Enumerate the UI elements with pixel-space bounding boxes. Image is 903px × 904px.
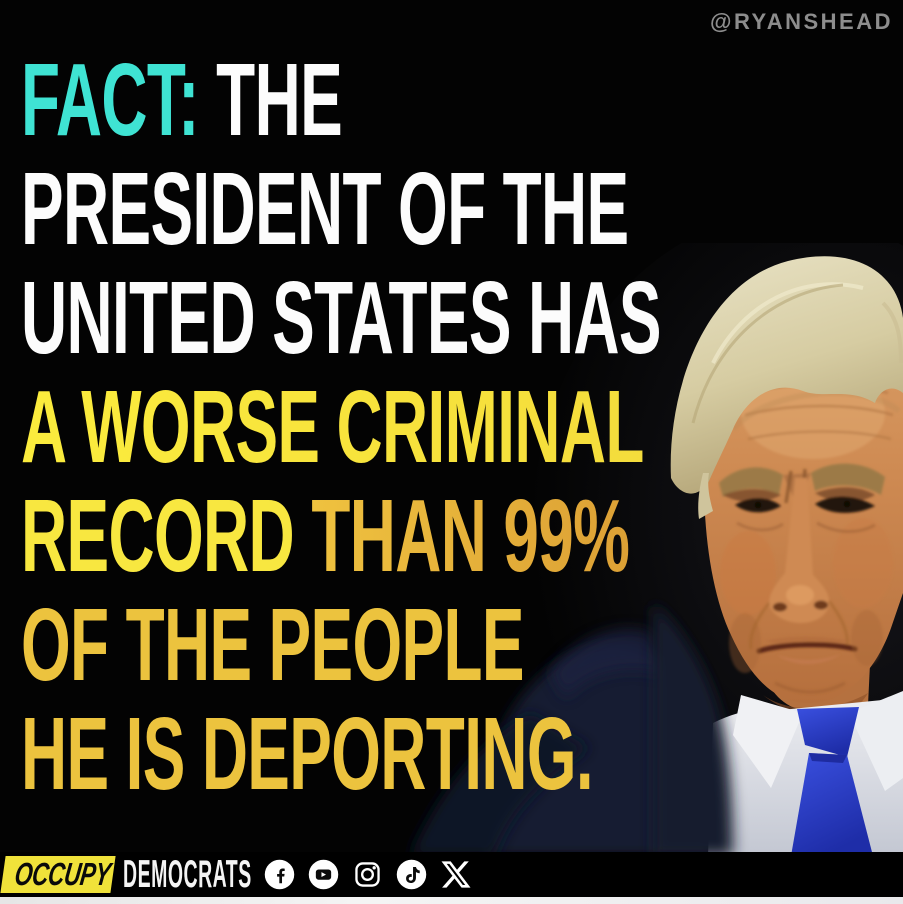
headline-line-5-highlight: THAN 99% bbox=[311, 478, 630, 593]
facebook-icon bbox=[264, 859, 295, 890]
headline: FACT: THE PRESIDENT OF THE UNITED STATES … bbox=[21, 45, 903, 808]
headline-line-5: RECORD THAN 99% bbox=[21, 481, 661, 590]
instagram-icon bbox=[352, 859, 383, 890]
fact-label: FACT: bbox=[21, 42, 199, 157]
brand-primary: OCCUPY bbox=[12, 856, 113, 892]
headline-line-2: PRESIDENT OF THE bbox=[21, 151, 629, 266]
headline-line-3: UNITED STATES HAS bbox=[21, 260, 662, 375]
attribution-handle: @RYANSHEAD bbox=[710, 9, 893, 34]
hair bbox=[670, 256, 903, 519]
headline-line-1: FACT: THE bbox=[21, 45, 661, 154]
headline-line-4: A WORSE CRIMINAL bbox=[21, 372, 661, 481]
trump-photo bbox=[400, 213, 903, 873]
youtube-icon bbox=[308, 859, 339, 890]
social-icons-row bbox=[264, 859, 472, 890]
blue-tie bbox=[791, 707, 873, 856]
brand-secondary: DEMOCRATS bbox=[123, 852, 252, 896]
brand-secondary-wrap: DEMOCRATS bbox=[123, 852, 252, 897]
bottom-edge-strip bbox=[0, 897, 903, 904]
headline-line-7: HE IS DEPORTING. bbox=[21, 696, 594, 811]
headline-line-1-rest: THE bbox=[216, 42, 343, 157]
x-icon bbox=[440, 860, 472, 889]
tiktok-icon bbox=[396, 859, 427, 890]
headline-line-6: OF THE PEOPLE bbox=[21, 587, 525, 702]
headline-line-5-lead: RECORD bbox=[21, 478, 295, 593]
footer-bar: OCCUPY DEMOCRATS bbox=[0, 852, 903, 897]
occupy-logo-box: OCCUPY bbox=[0, 856, 116, 893]
